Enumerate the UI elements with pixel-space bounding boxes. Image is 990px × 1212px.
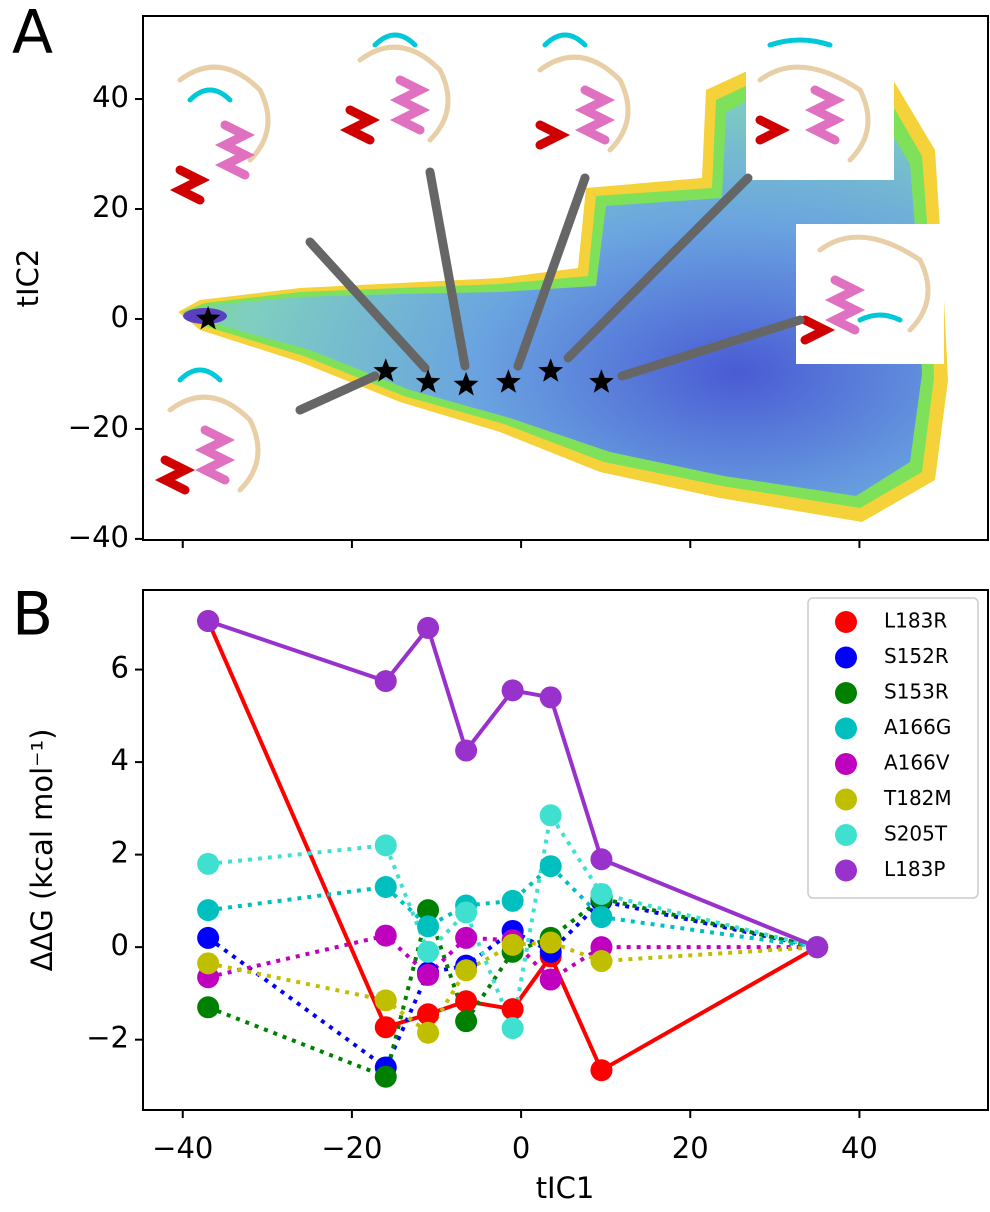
data-point <box>417 1003 440 1026</box>
y-tick-label: −2 <box>86 1021 129 1055</box>
plot-frame <box>142 15 989 541</box>
series-line <box>207 619 818 950</box>
y-tick-label: 0 <box>111 928 129 962</box>
data-point <box>417 616 440 639</box>
data-point <box>455 959 478 982</box>
legend-marker <box>835 682 857 704</box>
data-point <box>374 1016 397 1039</box>
structure <box>154 32 931 495</box>
data-point <box>501 933 524 956</box>
data-point <box>417 899 440 922</box>
data-point <box>590 1059 613 1082</box>
series-line <box>207 809 818 1036</box>
legend-label: L183P <box>884 857 945 881</box>
star-marker <box>496 369 521 393</box>
data-point <box>539 855 562 878</box>
y-tick-label: −20 <box>68 410 129 444</box>
data-point <box>501 679 524 702</box>
legend-marker <box>835 859 857 882</box>
star-marker <box>373 358 399 382</box>
x-tick-label: 40 <box>841 1131 878 1165</box>
y-tick-label: 4 <box>111 743 129 777</box>
legend-box <box>807 597 979 899</box>
data-point <box>501 889 524 912</box>
data-point <box>455 990 478 1013</box>
star-marker <box>589 369 614 393</box>
data-point <box>197 852 220 875</box>
data-point <box>539 686 562 709</box>
data-point <box>417 963 440 986</box>
x-tick-label: −20 <box>321 1131 382 1165</box>
star-marker <box>195 306 221 330</box>
data-point <box>374 834 397 857</box>
legend-marker <box>835 717 857 740</box>
legend-label: A166V <box>884 751 950 775</box>
star-marker <box>415 369 441 393</box>
star-marker <box>453 371 479 396</box>
data-point <box>374 876 397 899</box>
y-axis-label: ΔΔG (kcal mol⁻¹) <box>25 729 59 972</box>
y-tick-label: 6 <box>111 651 129 685</box>
data-point <box>539 804 562 827</box>
y-axis-label: tIC2 <box>11 249 45 308</box>
x-tick-label: 20 <box>672 1131 709 1165</box>
data-point <box>197 899 220 922</box>
legend-marker <box>835 824 857 846</box>
data-point <box>590 882 613 905</box>
plot-frame <box>142 589 989 1111</box>
structure-box <box>796 224 944 364</box>
x-tick-label: −40 <box>152 1131 213 1165</box>
legend-label: T182M <box>883 786 952 810</box>
connector-lines <box>295 167 805 415</box>
legend-marker <box>835 646 857 669</box>
data-point <box>374 989 397 1012</box>
series-line <box>207 863 818 950</box>
data-point <box>417 940 440 963</box>
legend-label: S205T <box>884 822 948 846</box>
legend-label: S153R <box>884 680 949 704</box>
y-tick-label: 2 <box>111 836 129 870</box>
data-point <box>455 901 478 924</box>
star-marker <box>538 358 564 382</box>
data-point <box>501 998 524 1021</box>
x-tick-label: 0 <box>512 1131 530 1165</box>
panel-label: A <box>12 0 53 68</box>
data-point <box>806 936 829 959</box>
data-point <box>417 915 440 938</box>
data-point <box>374 924 397 947</box>
data-point <box>374 670 397 693</box>
panel-label: B <box>12 580 53 650</box>
data-point <box>417 1021 440 1044</box>
legend-label: L183R <box>884 609 947 633</box>
series-line <box>206 898 818 1071</box>
legend-label: S152R <box>884 644 949 668</box>
data-point <box>455 926 478 949</box>
data-point <box>539 968 562 991</box>
series-line <box>207 896 818 1080</box>
data-point <box>539 931 562 954</box>
data-point <box>590 848 613 871</box>
data-point <box>590 906 613 929</box>
data-point <box>501 1017 524 1040</box>
data-point <box>374 1065 397 1088</box>
y-tick-label: 20 <box>92 190 129 224</box>
legend-marker <box>835 788 857 811</box>
data-point <box>455 1010 478 1033</box>
y-tick-label: −40 <box>68 520 129 554</box>
data-point <box>197 609 220 632</box>
data-point <box>590 950 613 973</box>
legend-label: A166G <box>884 715 951 739</box>
data-point <box>197 926 220 949</box>
y-tick-label: 40 <box>92 80 129 114</box>
data-point <box>455 739 478 762</box>
legend-marker <box>835 611 857 633</box>
structure-images <box>154 32 944 495</box>
legend-marker <box>835 753 857 775</box>
y-tick-label: 0 <box>111 300 129 334</box>
data-point <box>197 952 220 975</box>
data-point <box>197 996 220 1019</box>
x-axis-label: tIC1 <box>536 1171 595 1205</box>
